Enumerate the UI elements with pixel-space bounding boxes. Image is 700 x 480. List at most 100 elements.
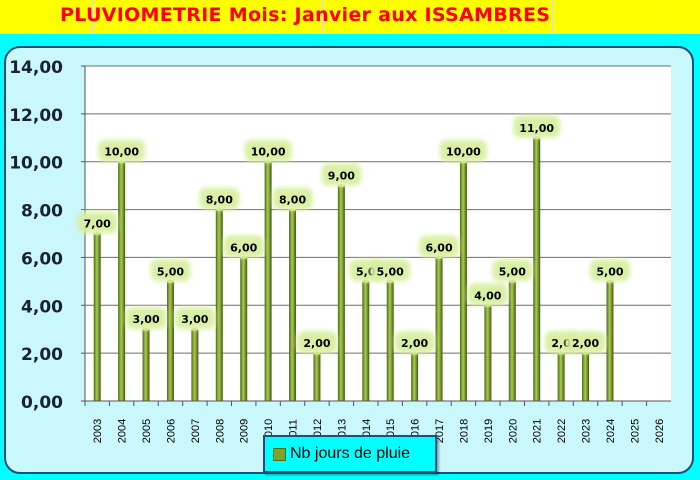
data-label-glow <box>296 331 337 354</box>
bar <box>118 161 126 401</box>
x-tick-label: 2005 <box>141 419 153 443</box>
x-tick-label: 2023 <box>581 419 593 443</box>
data-label: 6,00 <box>230 241 257 254</box>
data-label-glow <box>244 139 292 162</box>
bar <box>435 257 443 401</box>
data-labels: 7,00 10,00 3,00 5,00 3,00 8,00 6,00 10,00 8,00 2,… <box>77 115 630 354</box>
y-tick-label: 14,00 <box>9 58 63 78</box>
page-title: PLUVIOMETRIE Mois: Janvier aux ISSAMBRES <box>60 4 551 26</box>
data-label-glow <box>492 259 533 282</box>
data-label: 7,00 <box>84 218 111 231</box>
data-label: 5,00 <box>596 265 623 278</box>
legend-label: Nb jours de pluie <box>290 445 411 462</box>
data-label: 10,00 <box>104 146 139 159</box>
bar <box>191 329 199 401</box>
sheet-gridline <box>207 0 208 34</box>
bar <box>582 353 590 401</box>
data-label-glow <box>272 187 313 210</box>
data-label-glow <box>223 235 264 258</box>
legend-swatch-icon <box>273 447 286 461</box>
x-tick-label: 2008 <box>214 419 226 443</box>
bar <box>557 353 565 401</box>
x-tick-label: 2022 <box>556 419 568 443</box>
data-label-glow <box>419 235 460 258</box>
bar <box>240 257 248 401</box>
bar <box>313 353 321 401</box>
y-tick-label: 2,00 <box>21 345 63 365</box>
data-label: 2,00 <box>572 337 599 350</box>
data-label: 3,00 <box>132 313 159 326</box>
y-tick-label: 8,00 <box>21 202 63 222</box>
legend[interactable]: Nb jours de pluie <box>263 435 437 473</box>
bar <box>142 329 150 401</box>
x-tick-label: 2017 <box>434 419 446 443</box>
data-label-glow <box>513 115 561 138</box>
sheet-gridline <box>667 0 668 34</box>
data-label: 3,00 <box>181 313 208 326</box>
data-label-glow <box>370 259 411 282</box>
data-label: 6,00 <box>425 241 452 254</box>
bar <box>508 281 516 401</box>
x-tick-label: 2007 <box>190 419 202 443</box>
data-label-glow <box>126 307 167 330</box>
data-label: 9,00 <box>328 170 355 183</box>
data-label-glow <box>321 163 362 186</box>
axes: 0,00 2,00 4,00 6,00 8,00 10,00 12,00 14,00 2003 2… <box>9 58 671 443</box>
bars <box>93 136 614 402</box>
bar <box>264 161 272 401</box>
data-label-glow <box>174 307 215 330</box>
bar <box>459 161 467 401</box>
bar <box>484 305 492 401</box>
bar <box>93 233 101 401</box>
data-label: 2,00 <box>401 337 428 350</box>
bar <box>289 209 297 401</box>
x-tick-label: 2020 <box>507 419 519 443</box>
y-tick-label: 12,00 <box>9 106 63 126</box>
bar <box>362 281 370 401</box>
data-label-glow <box>565 331 606 354</box>
x-tick-label: 2004 <box>117 419 129 443</box>
y-tick-label: 4,00 <box>21 297 63 317</box>
x-tick-label: 2003 <box>92 419 104 443</box>
x-tick-label: 2026 <box>654 419 666 443</box>
data-label: 4,00 <box>474 289 501 302</box>
bar <box>215 209 223 401</box>
y-tick-label: 10,00 <box>9 154 63 174</box>
data-label: 5,00 <box>157 265 184 278</box>
x-tick-label: 2018 <box>458 419 470 443</box>
data-label: 2,00 <box>303 337 330 350</box>
x-tick-label: 2025 <box>629 419 641 443</box>
bar <box>337 185 345 401</box>
sheet-gridline <box>552 0 553 34</box>
data-label-glow <box>199 187 240 210</box>
data-label-glow <box>589 259 630 282</box>
x-tick-label: 2009 <box>239 419 251 443</box>
bar <box>411 353 419 401</box>
sheet-gridline <box>92 0 93 34</box>
data-label: 10,00 <box>251 146 286 159</box>
data-label: 11,00 <box>519 122 554 135</box>
data-label-glow <box>98 139 146 162</box>
y-tick-label: 0,00 <box>21 393 63 413</box>
x-tick-label: 2006 <box>165 419 177 443</box>
data-label-glow <box>77 211 118 234</box>
data-label-glow <box>150 259 191 282</box>
data-label-glow <box>467 283 508 306</box>
x-tick-label: 2024 <box>605 419 617 443</box>
data-label: 8,00 <box>279 194 306 207</box>
title-bar: PLUVIOMETRIE Mois: Janvier aux ISSAMBRES <box>0 0 700 34</box>
y-tick-label: 6,00 <box>21 249 63 269</box>
bar <box>606 281 614 401</box>
x-tick-label: 2021 <box>532 419 544 443</box>
data-label: 5,00 <box>377 265 404 278</box>
x-tick-label: 2019 <box>483 419 495 443</box>
sheet-gridline <box>322 0 323 34</box>
data-label-glow <box>394 331 435 354</box>
sheet-gridline <box>437 0 438 34</box>
data-label-glow <box>439 139 487 162</box>
data-label: 5,00 <box>499 265 526 278</box>
bar <box>533 137 541 402</box>
data-label: 8,00 <box>206 194 233 207</box>
bar <box>166 281 174 401</box>
